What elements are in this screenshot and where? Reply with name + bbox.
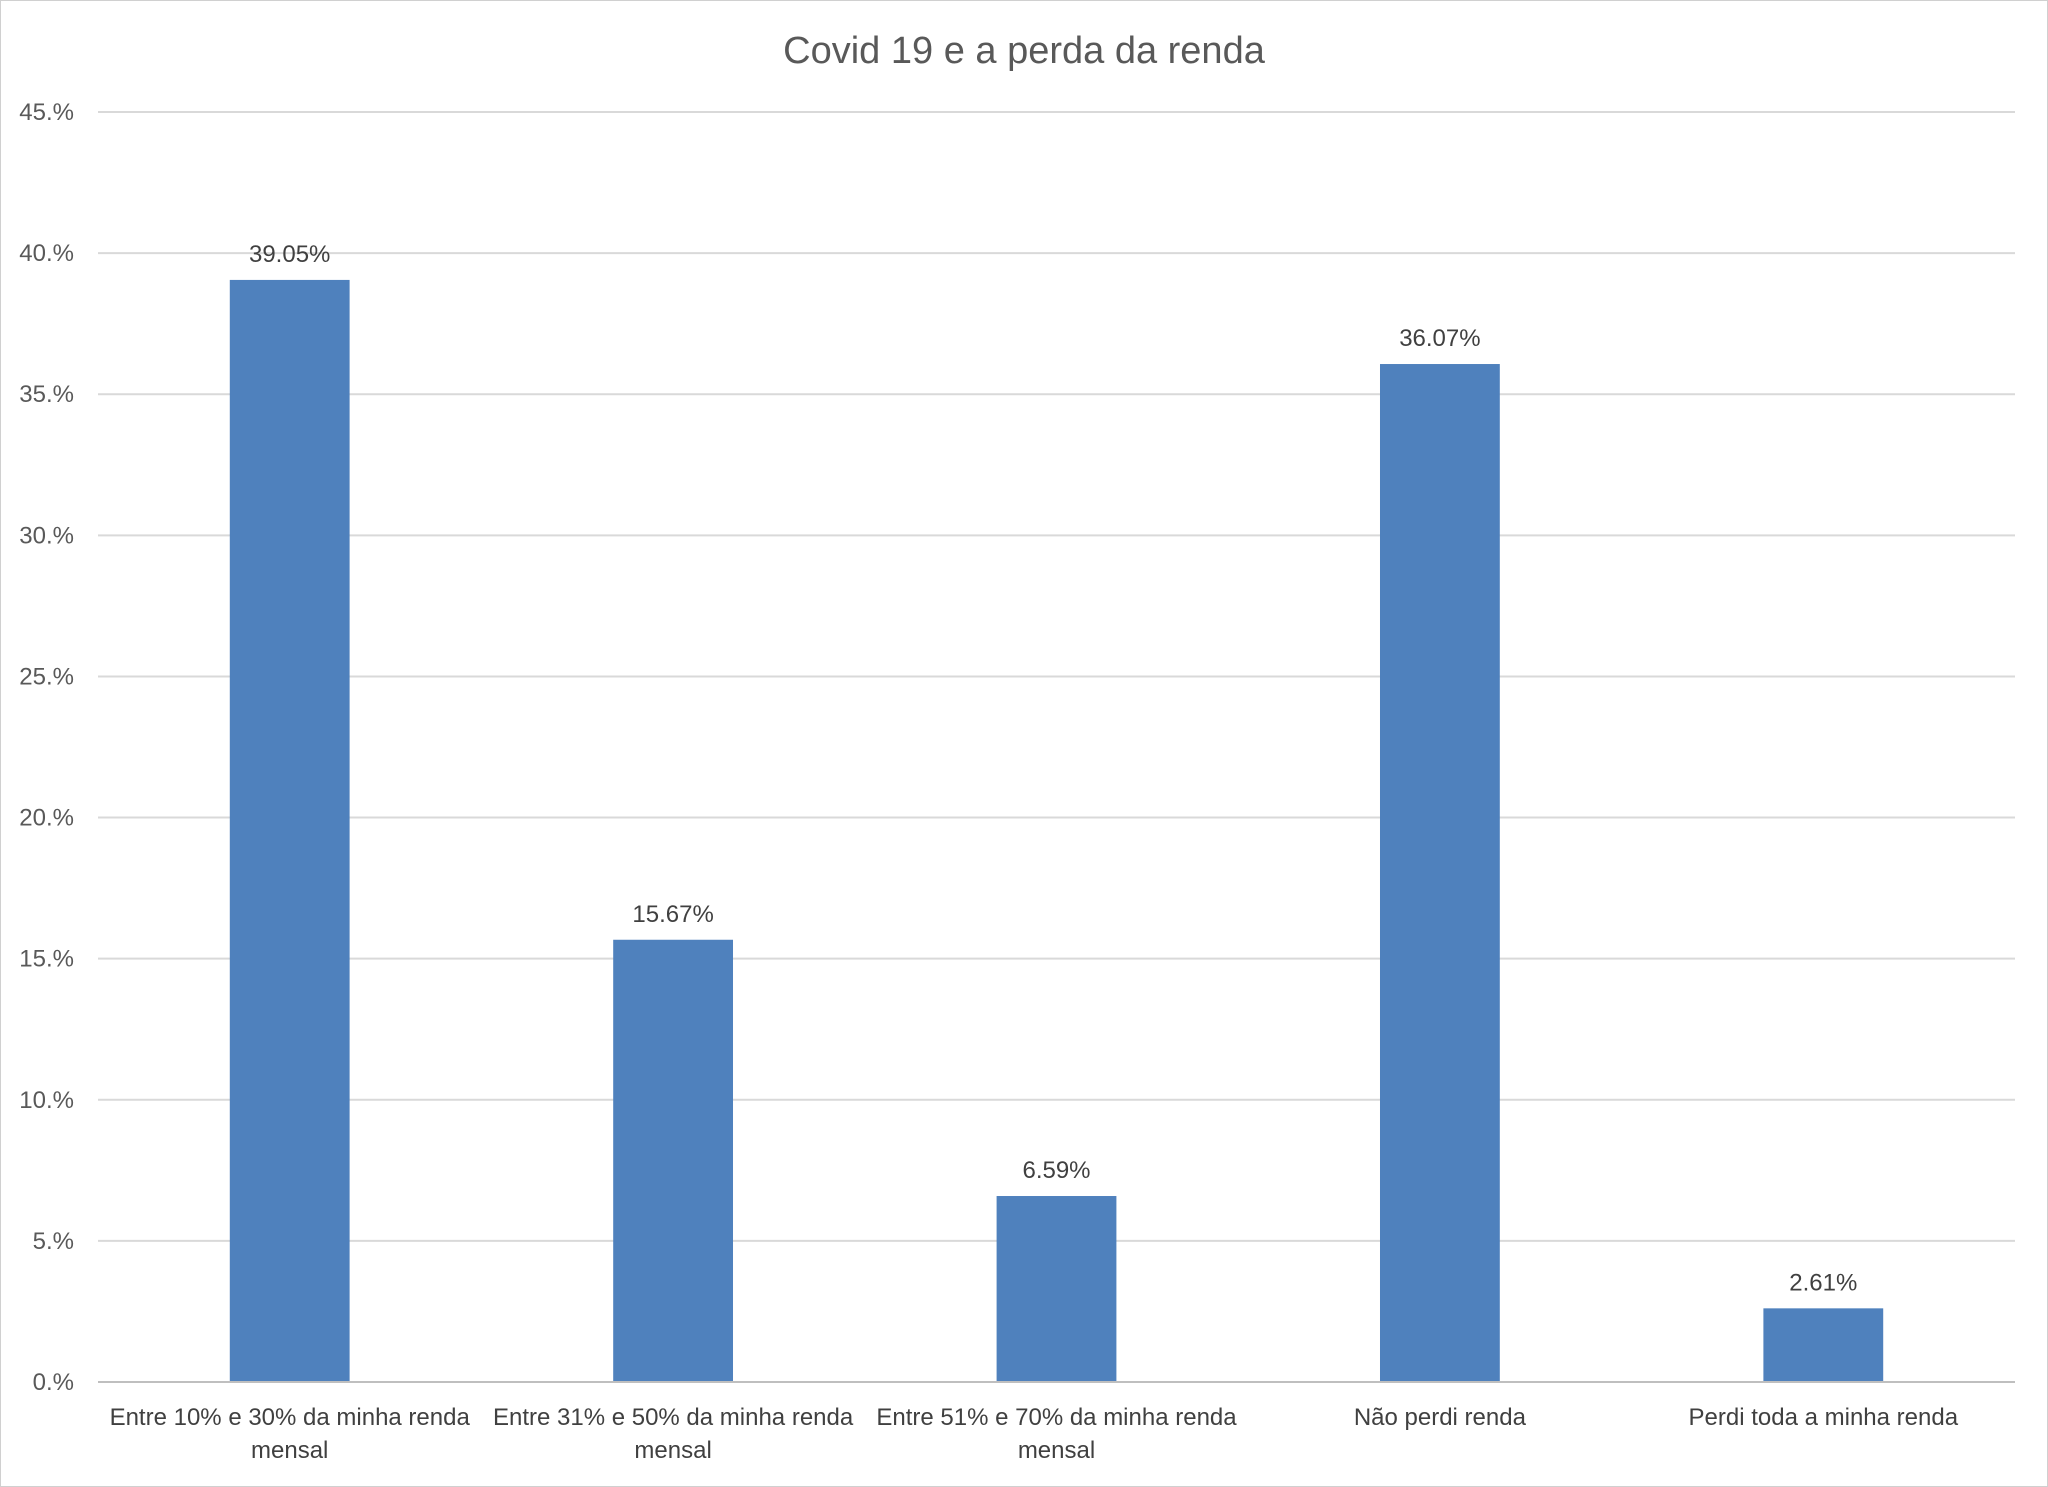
y-tick-label: 20.% <box>19 805 74 832</box>
x-tick-label: Não perdi renda <box>1354 1404 1527 1431</box>
data-label: 36.07% <box>1399 325 1480 352</box>
y-tick-label: 10.% <box>19 1087 74 1114</box>
data-label: 15.67% <box>632 901 713 928</box>
y-tick-label: 15.% <box>19 946 74 973</box>
y-axis-tick-labels: 0.% 5.% 10.% 15.% 20.% 25.% 30.% 35.% 40.% 45.% <box>19 99 74 1396</box>
bars <box>229 279 1884 1383</box>
bar <box>996 1196 1117 1382</box>
x-tick-label: Entre 10% e 30% da minha renda <box>110 1404 471 1431</box>
bar <box>1763 1308 1884 1382</box>
data-label: 2.61% <box>1789 1269 1857 1296</box>
chart-title: Covid 19 e a perda da renda <box>783 30 1266 72</box>
bar <box>1379 364 1500 1383</box>
x-tick-label: Entre 51% e 70% da minha renda <box>876 1404 1237 1431</box>
x-tick-label: Perdi toda a minha renda <box>1689 1404 1959 1431</box>
y-tick-label: 40.% <box>19 240 74 267</box>
data-label: 39.05% <box>249 241 330 268</box>
bar <box>613 939 734 1382</box>
y-tick-label: 45.% <box>19 99 74 126</box>
y-tick-label: 35.% <box>19 381 74 408</box>
x-tick-label: Entre 31% e 50% da minha renda <box>493 1404 854 1431</box>
gridlines <box>98 111 2015 1242</box>
x-tick-label: mensal <box>251 1437 328 1464</box>
y-tick-label: 25.% <box>19 663 74 690</box>
x-tick-label: mensal <box>1018 1437 1095 1464</box>
data-labels: 39.05% 15.67% 6.59% 36.07% 2.61% <box>249 241 1857 1296</box>
x-tick-label: mensal <box>634 1437 711 1464</box>
y-tick-label: 0.% <box>33 1369 74 1396</box>
y-tick-label: 5.% <box>33 1228 74 1255</box>
bar <box>229 279 350 1382</box>
y-tick-label: 30.% <box>19 522 74 549</box>
data-label: 6.59% <box>1022 1157 1090 1184</box>
x-axis-category-labels: Entre 10% e 30% da minha renda mensal Entr… <box>110 1404 1959 1464</box>
